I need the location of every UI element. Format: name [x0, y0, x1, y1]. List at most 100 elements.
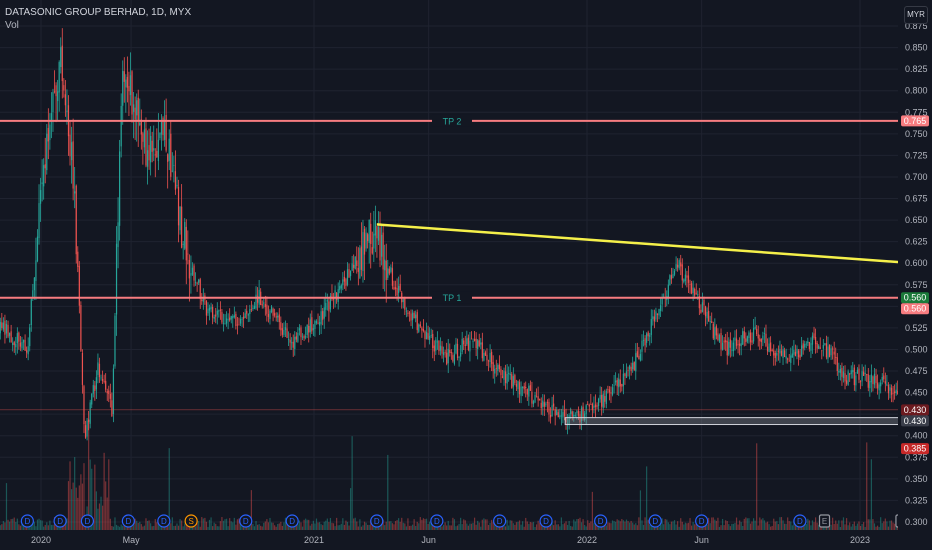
- candle-body: [97, 362, 99, 375]
- volume-bar: [342, 518, 344, 530]
- candle-body: [680, 262, 682, 267]
- candle-body: [92, 385, 94, 394]
- volume-bar: [2, 521, 4, 530]
- volume-bar: [554, 520, 556, 530]
- candle-body: [884, 381, 886, 384]
- candle-body: [636, 351, 638, 358]
- volume-bar: [441, 526, 443, 530]
- volume-bar: [306, 519, 308, 530]
- volume-bar: [83, 463, 85, 530]
- volume-bar: [630, 520, 632, 530]
- candle-body: [98, 363, 101, 378]
- candle-body: [563, 410, 566, 417]
- volume-bar: [511, 520, 513, 530]
- volume-bar: [873, 523, 876, 530]
- candle-body: [396, 288, 398, 296]
- candle-body: [711, 321, 713, 323]
- candle-body: [467, 337, 469, 351]
- candle-body: [66, 110, 68, 112]
- volume-bar: [314, 523, 316, 530]
- level-label-bg: [432, 291, 472, 304]
- volume-bar: [838, 520, 840, 530]
- candle-body: [393, 287, 395, 290]
- candle-body: [480, 342, 482, 345]
- candle-body: [642, 340, 645, 341]
- volume-bar: [32, 519, 34, 530]
- volume-bar: [270, 522, 273, 530]
- volume-bar: [140, 524, 142, 530]
- volume-bar: [120, 524, 122, 530]
- candle-body: [656, 313, 659, 315]
- candle-body: [413, 312, 415, 319]
- volume-bar: [176, 523, 178, 530]
- volume-bar: [712, 517, 714, 530]
- volume-bar: [401, 517, 403, 530]
- volume-bar: [842, 517, 845, 530]
- candle-body: [2, 322, 4, 330]
- volume-bar: [300, 522, 302, 530]
- candle-body: [835, 357, 837, 358]
- volume-indicator-label[interactable]: Vol: [5, 20, 19, 31]
- candle-body: [762, 335, 764, 340]
- symbol-title[interactable]: DATASONIC GROUP BERHAD, 1D, MYX: [5, 7, 192, 18]
- volume-bar: [683, 524, 685, 530]
- volume-bar: [666, 519, 668, 530]
- candle-body: [53, 91, 56, 93]
- volume-bar: [576, 519, 578, 530]
- candle-body: [81, 352, 84, 385]
- candle-body: [839, 368, 841, 373]
- candle-body: [522, 386, 524, 389]
- volume-bar: [718, 526, 721, 530]
- candle-body: [399, 283, 401, 291]
- candle-body: [771, 350, 773, 352]
- event-marker-label: D: [699, 517, 705, 526]
- candle-body: [886, 384, 888, 386]
- candle-body: [120, 105, 122, 147]
- candle-body: [126, 76, 128, 88]
- candle-body: [365, 232, 367, 249]
- candle-body: [535, 396, 538, 398]
- candle-body: [201, 299, 203, 301]
- candle-body: [353, 264, 355, 268]
- candle-body: [472, 341, 474, 342]
- candle-body: [162, 117, 164, 136]
- volume-bar: [649, 524, 651, 530]
- volume-bar: [867, 519, 869, 530]
- candle-body: [163, 119, 166, 140]
- candle-body: [13, 341, 15, 346]
- candle-body: [537, 396, 539, 401]
- volume-bar: [466, 523, 468, 530]
- volume-bar: [329, 517, 332, 530]
- volume-bar: [849, 522, 851, 530]
- volume-bar: [573, 519, 575, 530]
- candle-body: [255, 294, 257, 309]
- candle-body: [427, 333, 429, 339]
- volume-bar: [522, 521, 524, 530]
- candle-body: [866, 374, 868, 375]
- candle-body: [548, 401, 550, 415]
- volume-bar: [748, 518, 750, 530]
- price-tick-label: 0.750: [905, 129, 928, 139]
- candle-body: [799, 354, 801, 358]
- volume-bar: [394, 521, 397, 530]
- price-badge: [901, 415, 929, 427]
- volume-bar: [814, 517, 817, 530]
- volume-bar: [518, 520, 521, 530]
- candle-body: [359, 248, 361, 278]
- candle-body: [277, 315, 279, 318]
- candle-body: [449, 349, 451, 353]
- candle-body: [334, 290, 336, 299]
- candle-body: [246, 310, 248, 314]
- volume-bar: [548, 526, 550, 530]
- candle-body: [410, 313, 412, 321]
- volume-bar: [717, 517, 719, 530]
- candle-body: [556, 409, 558, 416]
- candle-body: [216, 310, 218, 315]
- candle-body: [698, 296, 700, 309]
- currency-label[interactable]: MYR: [904, 6, 928, 24]
- candle-body: [622, 373, 624, 387]
- candle-body: [754, 326, 756, 329]
- candle-body: [894, 391, 896, 394]
- price-tick-label: 0.450: [905, 388, 928, 398]
